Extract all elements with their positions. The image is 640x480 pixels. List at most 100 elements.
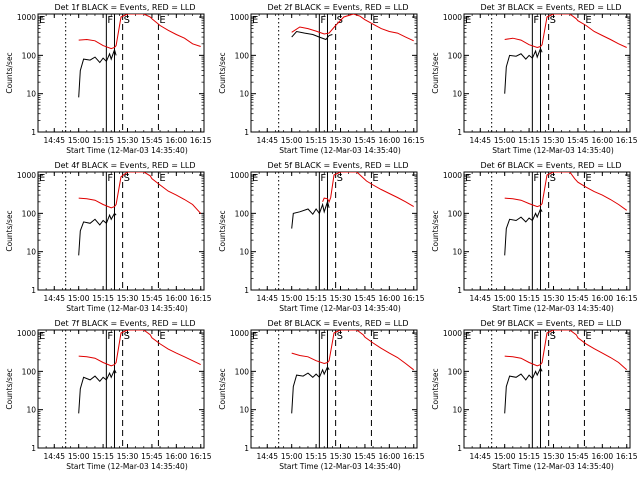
x-tick-label: 15:30	[330, 294, 352, 303]
plot-frame	[463, 171, 631, 291]
panel-title: Det 5f BLACK = Events, RED = LLD	[267, 161, 408, 170]
y-axis-label: Counts/sec	[5, 210, 14, 251]
x-tick-label: 15:00	[494, 294, 516, 303]
x-tick-label: 15:30	[330, 452, 352, 461]
x-tick-label: 15:45	[141, 136, 163, 145]
x-tick-label: 15:45	[567, 452, 589, 461]
x-tick-label: 15:45	[567, 136, 589, 145]
series-group	[78, 172, 202, 256]
series-line-events	[504, 47, 543, 94]
panel-title: Det 1f BLACK = Events, RED = LLD	[54, 3, 195, 12]
x-tick-label: 16:15	[403, 294, 425, 303]
x-tick-label: 15:00	[494, 452, 516, 461]
x-axis-label: Start Time (12-Mar-03 14:35:40)	[279, 146, 401, 155]
series-line-lld	[291, 14, 414, 42]
x-tick-label: 15:45	[141, 294, 163, 303]
x-tick-label: 14:45	[469, 452, 491, 461]
x-tick-label: 15:00	[281, 452, 303, 461]
f-interval-box	[105, 171, 115, 291]
panel-title: Det 7f BLACK = Events, RED = LLD	[54, 319, 195, 328]
series-line-lld	[78, 330, 201, 367]
series-line-lld	[291, 330, 415, 371]
y-tick-label: 100	[235, 209, 250, 218]
panel-det-9: Det 9f BLACK = Events, RED = LLD 1 10 100 10…	[431, 319, 638, 471]
panel-title: Det 2f BLACK = Events, RED = LLD	[267, 3, 408, 12]
marker-s: S	[124, 173, 130, 184]
y-axis-label: Counts/sec	[431, 368, 440, 409]
x-tick-label: 15:15	[305, 294, 327, 303]
series-line-events	[78, 212, 117, 256]
y-tick-label: 10	[452, 90, 462, 99]
x-tick-label: 15:30	[543, 294, 565, 303]
x-tick-label: 15:45	[354, 136, 376, 145]
f-interval-box	[531, 171, 541, 291]
y-axis-label: Counts/sec	[218, 368, 227, 409]
y-axis-label: Counts/sec	[431, 52, 440, 93]
y-tick-label: 10	[26, 406, 36, 415]
series-line-lld	[504, 172, 627, 211]
panel-title: Det 6f BLACK = Events, RED = LLD	[480, 161, 621, 170]
y-axis-label: Counts/sec	[431, 210, 440, 251]
marker-s: S	[550, 15, 556, 26]
x-tick-label: 15:45	[141, 452, 163, 461]
y-tick-label: 1	[31, 128, 36, 137]
x-tick-label: 16:00	[379, 294, 401, 303]
x-tick-label: 15:15	[92, 452, 114, 461]
marker-s: S	[550, 173, 556, 184]
f-interval-box	[318, 329, 328, 449]
series-line-lld	[504, 330, 628, 371]
x-tick-label: 16:00	[166, 452, 188, 461]
plot-frame	[37, 13, 205, 133]
x-tick-label: 15:30	[543, 136, 565, 145]
x-tick-label: 16:15	[190, 294, 212, 303]
panel-title: Det 9f BLACK = Events, RED = LLD	[480, 319, 621, 328]
panel-title: Det 8f BLACK = Events, RED = LLD	[267, 319, 408, 328]
x-tick-label: 15:45	[354, 452, 376, 461]
x-tick-label: 16:00	[379, 452, 401, 461]
series-group	[504, 172, 627, 256]
x-tick-label: 14:45	[469, 294, 491, 303]
marker-e-end: E	[372, 173, 378, 184]
y-tick-label: 1	[244, 128, 249, 137]
y-tick-label: 100	[22, 51, 37, 60]
y-tick-label: 10	[452, 248, 462, 257]
marker-e-start: E	[252, 331, 258, 342]
marker-f: F	[107, 173, 113, 184]
x-tick-label: 14:45	[43, 136, 65, 145]
series-line-events	[291, 200, 330, 229]
y-tick-label: 1	[244, 444, 249, 453]
x-tick-label: 15:00	[281, 136, 303, 145]
x-tick-label: 15:00	[68, 294, 90, 303]
y-tick-label: 100	[448, 51, 463, 60]
y-tick-label: 10	[26, 248, 36, 257]
panel-title: Det 4f BLACK = Events, RED = LLD	[54, 161, 195, 170]
x-axis-label: Start Time (12-Mar-03 14:35:40)	[492, 462, 614, 471]
marker-e-end: E	[159, 173, 165, 184]
y-axis-label: Counts/sec	[218, 52, 227, 93]
marker-f: F	[107, 331, 113, 342]
x-tick-label: 14:45	[469, 136, 491, 145]
panel-det-5: Det 5f BLACK = Events, RED = LLD 1 10 100 10…	[218, 161, 425, 313]
plot-frame	[463, 329, 631, 449]
marker-f: F	[533, 173, 539, 184]
y-tick-label: 1	[457, 128, 462, 137]
x-axis-label: Start Time (12-Mar-03 14:35:40)	[279, 462, 401, 471]
marker-e-end: E	[585, 173, 591, 184]
marker-e-start: E	[39, 15, 45, 26]
marker-f: F	[107, 15, 113, 26]
y-tick-label: 1000	[17, 329, 36, 338]
y-tick-label: 1000	[17, 13, 36, 22]
series-group	[291, 14, 414, 42]
marker-e-end: E	[372, 15, 378, 26]
series-line-lld	[322, 172, 414, 208]
marker-e-start: E	[465, 173, 471, 184]
x-tick-label: 16:00	[379, 136, 401, 145]
x-tick-label: 16:15	[190, 136, 212, 145]
y-tick-label: 100	[235, 51, 250, 60]
x-tick-label: 14:45	[256, 452, 278, 461]
panel-det-3: Det 3f BLACK = Events, RED = LLD 1 10 100 10…	[431, 3, 638, 155]
marker-e-start: E	[465, 331, 471, 342]
y-tick-label: 1	[31, 444, 36, 453]
f-interval-box	[531, 329, 541, 449]
